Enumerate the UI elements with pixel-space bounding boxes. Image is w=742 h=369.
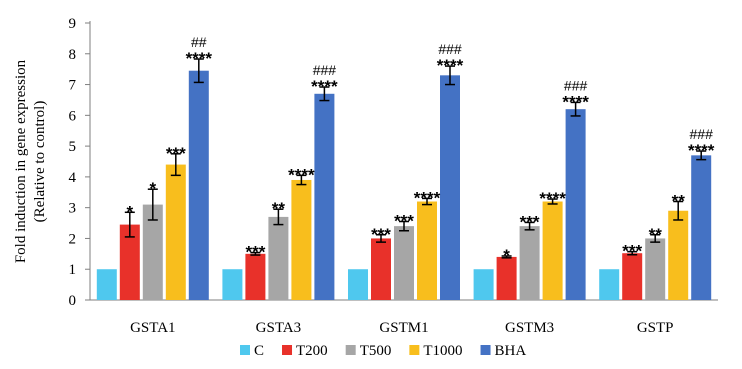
significance-labels: *********##*************###*************… — [126, 34, 714, 265]
significance-label: **** — [437, 56, 464, 75]
significance-label: *** — [245, 243, 265, 262]
bar-t500-gstm3 — [519, 226, 540, 300]
bar-t1000-gstm3 — [542, 201, 563, 300]
significance-label: *** — [622, 242, 642, 261]
bar-c-gstp — [599, 269, 620, 300]
significance-label-bha: ### — [313, 62, 337, 78]
bar-bha-gstm3 — [565, 109, 586, 300]
y-tick-label: 8 — [69, 47, 77, 63]
legend-label-t200: T200 — [296, 343, 328, 359]
bar-t1000-gstp — [668, 210, 689, 300]
significance-label: **** — [186, 49, 213, 68]
significance-label: **** — [414, 188, 441, 207]
bar-t1000-gsta1 — [165, 164, 186, 300]
legend-swatch-c — [240, 345, 250, 355]
y-tick-label: 9 — [69, 16, 77, 32]
y-tick-label: 1 — [69, 262, 77, 278]
y-ticks: 0 1 2 3 4 5 6 7 8 9 — [69, 16, 90, 309]
significance-label-bha: ## — [191, 34, 207, 50]
y-axis-title-line: (Relative to control) — [32, 101, 48, 223]
y-axis-title-line: Fold induction in gene expression — [13, 59, 29, 263]
significance-label: ** — [272, 199, 286, 218]
significance-label: **** — [688, 141, 715, 160]
bar-t200-gstm1 — [371, 238, 391, 300]
significance-label-bha: ### — [564, 77, 588, 93]
significance-label: * — [126, 202, 133, 221]
significance-label: *** — [394, 212, 414, 231]
significance-label: *** — [520, 212, 540, 231]
bar-bha-gstp — [691, 155, 712, 300]
category-label: GSTA3 — [256, 320, 301, 336]
bar-c-gstm3 — [473, 269, 494, 300]
bar-t500-gstp — [645, 238, 666, 300]
significance-label: *** — [371, 225, 391, 244]
bar-c-gstm1 — [348, 269, 368, 300]
significance-label: * — [149, 179, 156, 198]
bars — [96, 70, 712, 301]
significance-label: **** — [311, 77, 338, 96]
significance-label: *** — [166, 144, 186, 163]
bar-bha-gsta1 — [188, 70, 209, 300]
bar-bha-gsta3 — [314, 93, 335, 301]
significance-label: ** — [649, 225, 663, 244]
legend-swatch-t500 — [345, 345, 356, 355]
y-tick-label: 0 — [69, 293, 77, 309]
bar-t500-gstm1 — [394, 226, 414, 300]
category-label: GSTM1 — [379, 320, 428, 336]
bar-t200-gsta3 — [245, 253, 266, 300]
bar-c-gsta3 — [222, 269, 243, 300]
legend-label-t1000: T1000 — [423, 343, 462, 359]
y-tick-label: 7 — [69, 78, 77, 94]
significance-label: * — [503, 246, 510, 265]
category-labels: GSTA1 GSTA3 GSTM1 GSTM3 GSTP — [130, 320, 673, 336]
significance-label-bha: ### — [690, 126, 714, 142]
bar-t500-gsta1 — [142, 204, 163, 300]
bar-t1000-gstm1 — [417, 201, 437, 300]
bar-t200-gsta1 — [119, 224, 140, 300]
category-label: GSTM3 — [505, 320, 554, 336]
y-tick-label: 6 — [69, 108, 77, 124]
legend: C T200 T500 T1000 BHA — [240, 343, 526, 359]
y-tick-label: 3 — [69, 201, 77, 217]
legend-label-t500: T500 — [360, 343, 392, 359]
bar-bha-gstm1 — [440, 75, 460, 300]
y-tick-label: 2 — [69, 231, 77, 247]
y-axis-title: Fold induction in gene expression (Relati… — [13, 59, 48, 263]
significance-label: **** — [539, 189, 566, 208]
significance-label: **** — [288, 165, 315, 184]
y-tick-label: 5 — [69, 139, 77, 155]
legend-swatch-t200 — [282, 345, 293, 355]
y-tick-label: 4 — [69, 170, 77, 186]
legend-swatch-bha — [480, 345, 491, 355]
category-label: GSTP — [637, 320, 674, 336]
significance-label: **** — [562, 92, 589, 111]
significance-label: ** — [672, 192, 686, 211]
legend-label-c: C — [254, 343, 264, 359]
category-label: GSTA1 — [130, 320, 175, 336]
bar-t200-gstp — [622, 253, 643, 300]
bar-c-gsta1 — [96, 269, 117, 300]
significance-label-bha: ### — [438, 41, 462, 57]
bar-t500-gsta3 — [268, 216, 289, 300]
error-bars — [124, 58, 707, 259]
bar-t200-gstm3 — [496, 256, 517, 300]
bar-t1000-gsta3 — [291, 179, 312, 300]
legend-swatch-t1000 — [409, 345, 420, 355]
legend-label-bha: BHA — [495, 343, 527, 359]
